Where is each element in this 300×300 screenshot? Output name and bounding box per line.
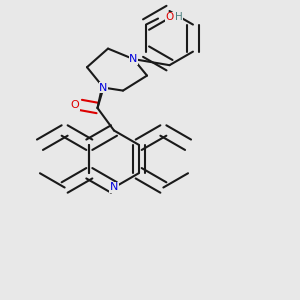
Text: O: O	[70, 100, 80, 110]
Text: N: N	[110, 182, 118, 193]
Text: O: O	[166, 12, 174, 22]
Text: H: H	[175, 12, 182, 22]
Text: N: N	[99, 82, 108, 93]
Text: OH: OH	[166, 12, 182, 22]
Text: N: N	[129, 54, 138, 64]
